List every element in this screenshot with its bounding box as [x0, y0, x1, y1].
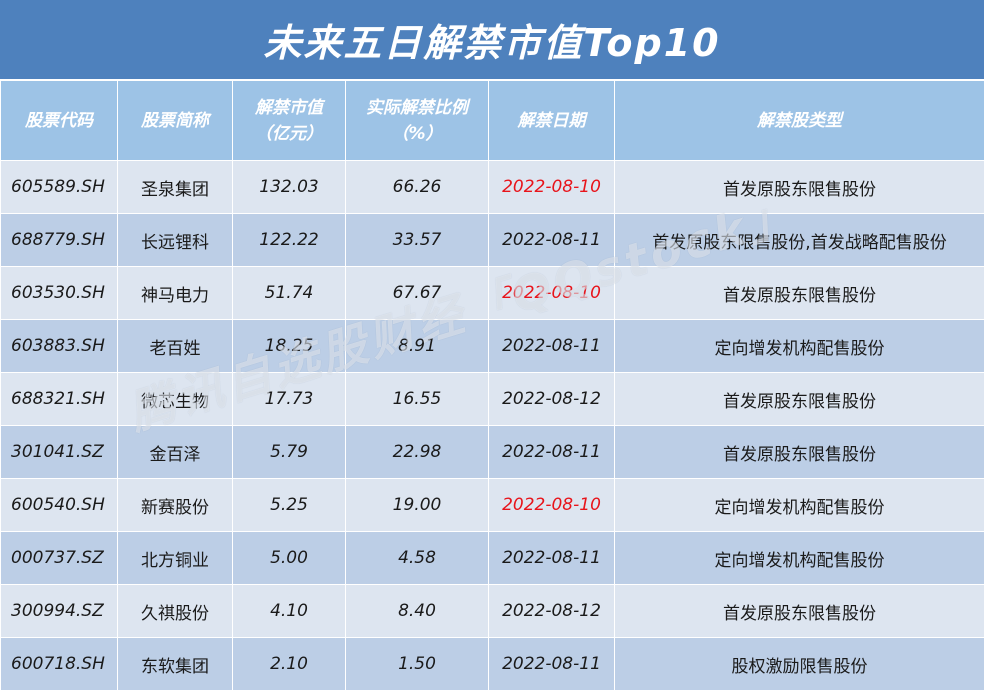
- table-row: 600540.SH 新赛股份 5.25 19.00 2022-08-10 定向增…: [0, 478, 984, 532]
- header-name: 股票简称: [117, 80, 233, 161]
- cell-ratio: 33.57: [345, 213, 489, 267]
- cell-date: 2022-08-10: [488, 266, 615, 320]
- header-value-line2: （亿元）: [255, 123, 323, 144]
- cell-value: 17.73: [232, 372, 346, 426]
- cell-name: 北方铜业: [117, 531, 233, 585]
- cell-date: 2022-08-10: [488, 160, 615, 214]
- cell-name: 圣泉集团: [117, 160, 233, 214]
- cell-date: 2022-08-11: [488, 637, 615, 691]
- cell-value: 5.79: [232, 425, 346, 479]
- header-row: 股票代码 股票简称 解禁市值 （亿元） 实际解禁比例 （%） 解禁日期 解禁股类…: [0, 80, 984, 161]
- table-row: 600718.SH 东软集团 2.10 1.50 2022-08-11 股权激励…: [0, 637, 984, 691]
- cell-value: 51.74: [232, 266, 346, 320]
- cell-ratio: 4.58: [345, 531, 489, 585]
- cell-type: 首发原股东限售股份,首发战略配售股份: [614, 213, 984, 267]
- cell-value: 5.00: [232, 531, 346, 585]
- table-row: 605589.SH 圣泉集团 132.03 66.26 2022-08-10 首…: [0, 160, 984, 214]
- cell-date: 2022-08-11: [488, 425, 615, 479]
- table-row: 000737.SZ 北方铜业 5.00 4.58 2022-08-11 定向增发…: [0, 531, 984, 585]
- cell-date: 2022-08-12: [488, 584, 615, 638]
- cell-date: 2022-08-11: [488, 319, 615, 373]
- cell-ratio: 1.50: [345, 637, 489, 691]
- cell-ratio: 8.40: [345, 584, 489, 638]
- cell-date: 2022-08-11: [488, 531, 615, 585]
- header-value: 解禁市值 （亿元）: [232, 80, 346, 161]
- cell-date: 2022-08-12: [488, 372, 615, 426]
- cell-value: 5.25: [232, 478, 346, 532]
- cell-ratio: 16.55: [345, 372, 489, 426]
- cell-date: 2022-08-10: [488, 478, 615, 532]
- cell-name: 久祺股份: [117, 584, 233, 638]
- cell-date: 2022-08-11: [488, 213, 615, 267]
- title-bar: 未来五日解禁市值Top10: [0, 0, 984, 80]
- cell-ratio: 66.26: [345, 160, 489, 214]
- cell-value: 132.03: [232, 160, 346, 214]
- cell-value: 4.10: [232, 584, 346, 638]
- cell-code: 000737.SZ: [0, 531, 118, 585]
- table-row: 688321.SH 微芯生物 17.73 16.55 2022-08-12 首发…: [0, 372, 984, 426]
- cell-type: 首发原股东限售股份: [614, 425, 984, 479]
- cell-code: 600718.SH: [0, 637, 118, 691]
- cell-value: 122.22: [232, 213, 346, 267]
- table-row: 603530.SH 神马电力 51.74 67.67 2022-08-10 首发…: [0, 266, 984, 320]
- cell-type: 定向增发机构配售股份: [614, 531, 984, 585]
- cell-code: 688321.SH: [0, 372, 118, 426]
- table-row: 300994.SZ 久祺股份 4.10 8.40 2022-08-12 首发原股…: [0, 584, 984, 638]
- header-ratio-line1: 实际解禁比例: [366, 97, 468, 118]
- cell-code: 603530.SH: [0, 266, 118, 320]
- cell-value: 18.25: [232, 319, 346, 373]
- cell-name: 神马电力: [117, 266, 233, 320]
- unlock-table: 股票代码 股票简称 解禁市值 （亿元） 实际解禁比例 （%） 解禁日期 解禁股类…: [0, 80, 984, 691]
- cell-ratio: 67.67: [345, 266, 489, 320]
- cell-ratio: 22.98: [345, 425, 489, 479]
- cell-name: 老百姓: [117, 319, 233, 373]
- cell-code: 301041.SZ: [0, 425, 118, 479]
- cell-code: 600540.SH: [0, 478, 118, 532]
- cell-type: 定向增发机构配售股份: [614, 319, 984, 373]
- cell-type: 首发原股东限售股份: [614, 266, 984, 320]
- table-row: 688779.SH 长远锂科 122.22 33.57 2022-08-11 首…: [0, 213, 984, 267]
- cell-value: 2.10: [232, 637, 346, 691]
- cell-type: 定向增发机构配售股份: [614, 478, 984, 532]
- header-ratio-line2: （%）: [391, 123, 443, 144]
- table-row: 301041.SZ 金百泽 5.79 22.98 2022-08-11 首发原股…: [0, 425, 984, 479]
- cell-name: 东软集团: [117, 637, 233, 691]
- cell-type: 首发原股东限售股份: [614, 372, 984, 426]
- cell-code: 688779.SH: [0, 213, 118, 267]
- cell-code: 605589.SH: [0, 160, 118, 214]
- cell-type: 首发原股东限售股份: [614, 584, 984, 638]
- cell-type: 首发原股东限售股份: [614, 160, 984, 214]
- header-code: 股票代码: [0, 80, 118, 161]
- cell-code: 603883.SH: [0, 319, 118, 373]
- cell-ratio: 19.00: [345, 478, 489, 532]
- cell-ratio: 8.91: [345, 319, 489, 373]
- cell-name: 金百泽: [117, 425, 233, 479]
- header-type: 解禁股类型: [614, 80, 984, 161]
- table-row: 603883.SH 老百姓 18.25 8.91 2022-08-11 定向增发…: [0, 319, 984, 373]
- header-date: 解禁日期: [488, 80, 615, 161]
- cell-name: 微芯生物: [117, 372, 233, 426]
- header-value-line1: 解禁市值: [255, 97, 323, 118]
- cell-code: 300994.SZ: [0, 584, 118, 638]
- cell-name: 新赛股份: [117, 478, 233, 532]
- header-ratio: 实际解禁比例 （%）: [345, 80, 489, 161]
- page-title: 未来五日解禁市值Top10: [263, 21, 721, 65]
- cell-type: 股权激励限售股份: [614, 637, 984, 691]
- cell-name: 长远锂科: [117, 213, 233, 267]
